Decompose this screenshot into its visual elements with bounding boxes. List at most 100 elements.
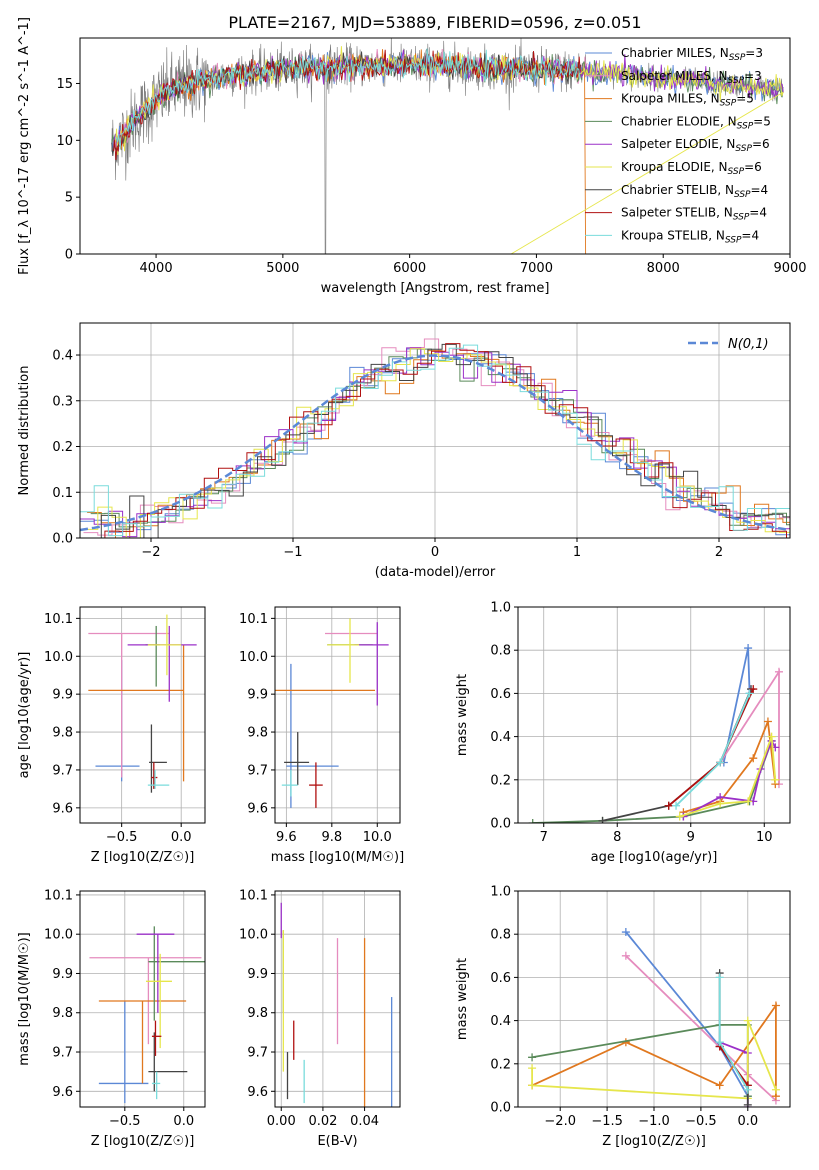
legend-subscript: SSP xyxy=(729,53,746,63)
legend-count: =4 xyxy=(741,228,759,242)
legend-entry: Salpeter ELODIE, NSSP=6 xyxy=(621,137,770,154)
y-tick-label: 9.8 xyxy=(247,726,268,741)
mass-weight-line xyxy=(602,688,752,822)
y-tick-label: 9.9 xyxy=(247,688,268,703)
y-tick-label: 9.6 xyxy=(247,1085,268,1100)
x-tick-label: 7000 xyxy=(520,261,553,276)
legend-entry: Chabrier MILES, NSSP=3 xyxy=(621,46,763,63)
mass-weight-marker xyxy=(675,812,684,821)
y-axis-label: Normed distribution xyxy=(17,366,32,496)
mass-weight-marker xyxy=(715,973,724,982)
x-tick-label: −1.0 xyxy=(638,1114,670,1129)
mass_vs_ebv-panel: 0.00 0.02 0.04 9.6 9.7 9.8 9.9 10.0 10.1 E(B-V) xyxy=(239,888,401,1149)
y-tick-label: 0.8 xyxy=(490,644,511,659)
legend-entry: N(0,1) xyxy=(728,337,769,352)
spectrum-frame: 4000 5000 6000 7000 8000 9000 0 5 10 15 wavelength… xyxy=(17,17,807,296)
y-tick-label: 10.0 xyxy=(44,650,73,665)
spectrum-model-line xyxy=(115,46,784,254)
mass-weight-marker xyxy=(744,797,753,806)
y-tick-label: 9.7 xyxy=(52,763,73,778)
legend-count: =5 xyxy=(736,92,754,106)
legend-count: =3 xyxy=(745,46,763,60)
legend-count: =4 xyxy=(751,183,769,197)
x-tick-label: 2 xyxy=(715,545,723,560)
mass-weight-marker xyxy=(528,1053,537,1062)
mass-weight-marker xyxy=(672,801,681,810)
axes-frame xyxy=(517,606,791,824)
y-tick-label: 9.9 xyxy=(247,967,268,982)
y-tick-label: 0.0 xyxy=(490,1101,511,1116)
y-tick-label: 0.4 xyxy=(52,349,73,364)
y-tick-label: 9.9 xyxy=(52,688,73,703)
y-axis-label: age [log10(age/yr)] xyxy=(17,652,32,779)
y-tick-label: 0.6 xyxy=(490,971,511,986)
y-tick-label: 1.0 xyxy=(490,601,511,616)
mass-weight-line xyxy=(675,693,751,807)
axes-frame xyxy=(274,606,401,824)
mass-weight-line xyxy=(718,973,749,1105)
y-tick-label: 0.4 xyxy=(490,1014,511,1029)
legend-subscript: SSP xyxy=(728,167,745,177)
y-tick-label: 0.0 xyxy=(490,817,511,832)
mass_vs_ebv-content xyxy=(280,902,393,1107)
mass-weight-marker xyxy=(771,1085,780,1094)
x-axis-label: Z [log10(Z/Z☉)] xyxy=(602,1134,706,1149)
mass-weight-marker xyxy=(744,644,753,653)
legend-count: =5 xyxy=(753,114,771,128)
mass-weight-marker xyxy=(771,775,780,784)
weight_vs_age-frame: 7 8 9 10 0.0 0.2 0.4 0.6 0.8 1.0 age [log10(age/yr… xyxy=(455,601,791,865)
x-tick-label: 0.00 xyxy=(267,1114,296,1129)
x-tick-label: 6000 xyxy=(393,261,426,276)
x-tick-label: −2.0 xyxy=(544,1114,576,1129)
legend-entry: Kroupa MILES, NSSP=5 xyxy=(621,92,754,109)
legend-entry: Salpeter MILES, NSSP=3 xyxy=(621,69,762,86)
x-axis-label: mass [log10(M/M☉)] xyxy=(271,850,404,865)
mass-weight-marker xyxy=(767,732,776,741)
y-tick-label: 5 xyxy=(65,191,73,206)
x-tick-label: 0.02 xyxy=(308,1114,337,1129)
x-tick-label: −2 xyxy=(141,545,160,560)
mass-weight-marker xyxy=(774,667,783,676)
legend-subscript: SSP xyxy=(728,76,745,86)
y-tick-label: 0.8 xyxy=(490,928,511,943)
y-tick-label: 1.0 xyxy=(490,885,511,900)
y-axis-label: mass [log10(M/M☉)] xyxy=(17,932,32,1065)
x-tick-label: 0.0 xyxy=(737,1114,758,1129)
weight_vs_Z-panel: −2.0 −1.5 −1.0 −0.5 0.0 0.0 0.2 0.4 0.6 0.8 1.0 Z [… xyxy=(455,885,791,1149)
x-tick-label: 0.04 xyxy=(350,1114,379,1129)
legend-subscript: SSP xyxy=(720,99,737,109)
legend-entry: Chabrier STELIB, NSSP=4 xyxy=(621,183,768,200)
y-tick-label: 0.2 xyxy=(52,440,73,455)
x-tick-label: −0.5 xyxy=(685,1114,717,1129)
mass-weight-marker xyxy=(743,1016,752,1025)
y-tick-label: 9.6 xyxy=(52,1085,73,1100)
x-tick-label: 10.0 xyxy=(363,830,392,845)
normal-reference-curve xyxy=(80,354,790,532)
x-tick-label: 0.0 xyxy=(173,1114,194,1129)
y-tick-label: 9.8 xyxy=(247,1006,268,1021)
mass-weight-marker xyxy=(528,819,537,823)
y-tick-label: 0 xyxy=(65,248,73,263)
mass-weight-marker xyxy=(528,1081,537,1090)
y-tick-label: 0.4 xyxy=(490,730,511,745)
legend-subscript: SSP xyxy=(733,213,750,223)
mass-weight-marker xyxy=(528,1064,537,1073)
legend-subscript: SSP xyxy=(737,121,754,131)
x-tick-label: 5000 xyxy=(266,261,299,276)
mass-weight-marker xyxy=(664,801,673,810)
x-tick-label: 0.0 xyxy=(171,830,192,845)
mass_vs_Z-panel: −0.5 0.0 9.6 9.7 9.8 9.9 10.0 10.1 Z [log10(Z/Z☉… xyxy=(17,888,206,1149)
legend-count: =3 xyxy=(744,69,762,83)
y-tick-label: 10.1 xyxy=(44,888,73,903)
x-tick-label: −1 xyxy=(283,545,302,560)
y-axis-label: Flux [f_λ 10^-17 erg cm^-2 s^-1 A^-1] xyxy=(17,17,32,275)
residuals-content xyxy=(80,338,790,538)
mass-weight-marker xyxy=(745,689,754,698)
x-axis-label: Z [log10(Z/Z☉)] xyxy=(91,1134,195,1149)
y-tick-label: 0.6 xyxy=(490,687,511,702)
x-tick-label: 7 xyxy=(540,830,548,845)
age_vs_mass-frame: 9.6 9.8 10.0 9.6 9.7 9.8 9.9 10.0 10.1 mass [log1… xyxy=(239,606,404,865)
mass-weight-marker xyxy=(716,799,725,808)
y-tick-label: 9.6 xyxy=(247,801,268,816)
